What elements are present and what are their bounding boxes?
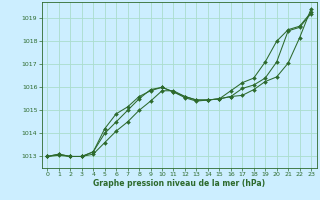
X-axis label: Graphe pression niveau de la mer (hPa): Graphe pression niveau de la mer (hPa) bbox=[93, 179, 265, 188]
